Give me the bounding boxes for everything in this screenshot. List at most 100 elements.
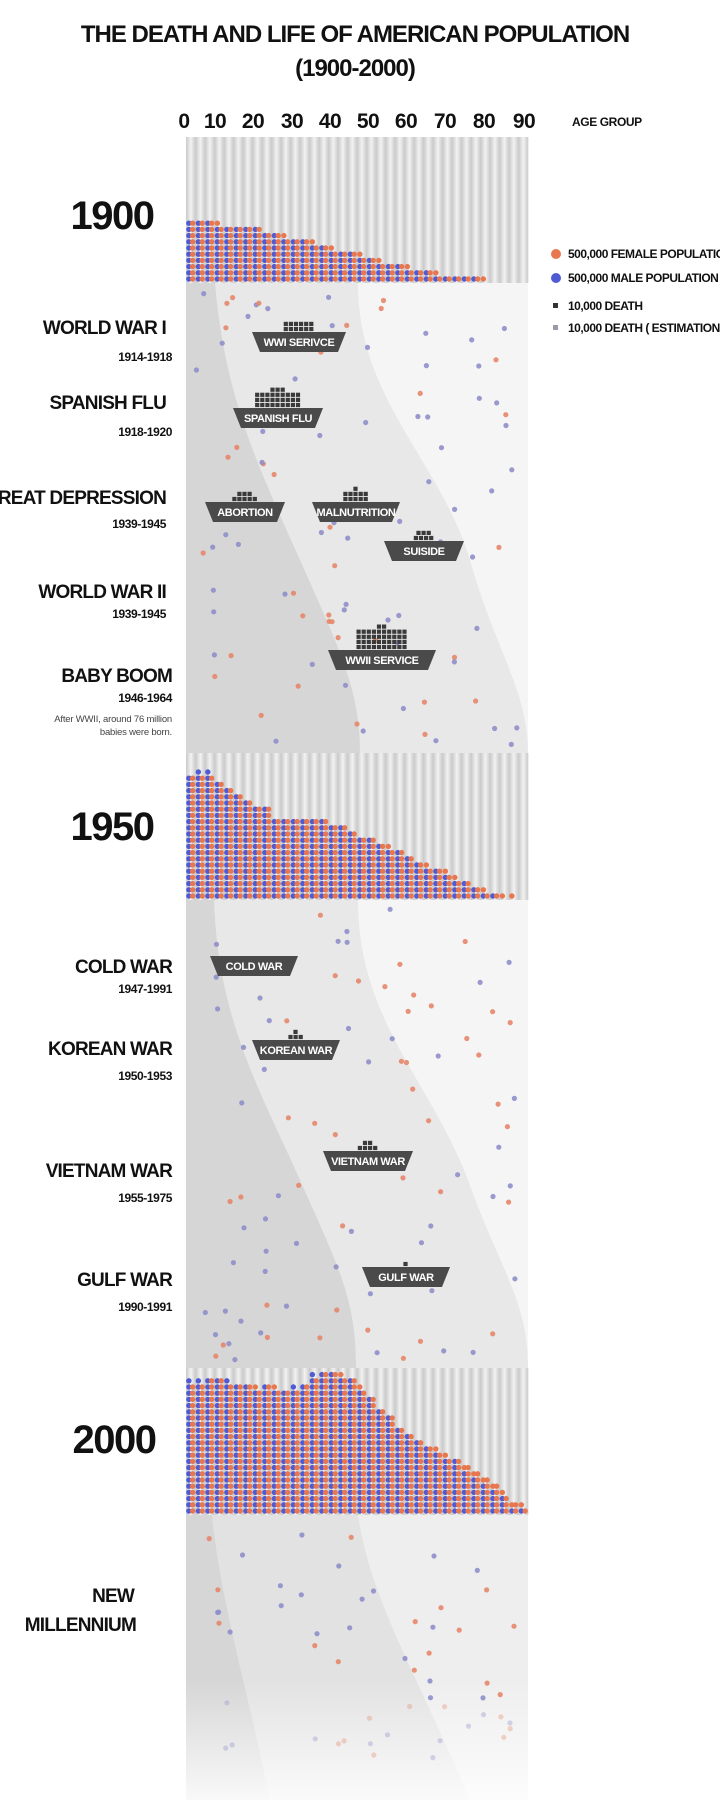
male-population-dot	[262, 251, 268, 257]
female-population-dot	[503, 1495, 509, 1502]
female-population-dot	[256, 887, 262, 893]
male-population-dot	[338, 270, 344, 276]
female-population-dot	[284, 868, 291, 874]
female-population-dot	[284, 831, 291, 837]
male-population-dot	[233, 270, 240, 276]
female-population-dot	[275, 1402, 281, 1409]
death-square	[387, 644, 392, 650]
male-population-dot	[243, 257, 249, 264]
female-population-dot	[208, 794, 215, 800]
male-population-dot	[452, 1502, 458, 1508]
male-population-dot	[300, 843, 306, 850]
male-population-dot	[309, 1371, 316, 1378]
male-population-dot	[319, 1440, 325, 1446]
male-population-dot	[214, 806, 221, 812]
female-population-dot	[370, 1495, 376, 1502]
male-population-dot	[195, 251, 202, 257]
death-square	[392, 644, 397, 650]
estimated-death-dot	[258, 712, 264, 719]
male-population-dot	[423, 868, 430, 874]
female-population-dot	[341, 1446, 348, 1452]
female-population-dot	[218, 825, 224, 831]
female-population-dot	[322, 1384, 329, 1390]
male-population-dot	[347, 276, 354, 282]
female-population-dot	[303, 893, 310, 899]
female-population-dot	[275, 862, 281, 868]
male-population-dot	[205, 1483, 211, 1489]
female-population-dot	[379, 874, 386, 881]
female-population-dot	[256, 880, 262, 887]
male-population-dot	[224, 1452, 230, 1458]
male-population-dot	[224, 239, 230, 245]
male-population-dot	[442, 1464, 449, 1471]
male-population-dot	[243, 1446, 249, 1452]
female-population-dot	[294, 1415, 300, 1421]
female-population-dot	[303, 1396, 310, 1403]
female-population-dot	[284, 856, 291, 862]
male-population-dot	[328, 1433, 335, 1440]
female-population-dot	[379, 856, 386, 862]
male-population-dot	[347, 1502, 354, 1508]
male-population-dot	[338, 868, 344, 874]
estimated-death-dot	[229, 1742, 235, 1748]
female-population-dot	[313, 270, 319, 276]
male-population-dot	[186, 1471, 192, 1477]
age-column-1900-25	[281, 137, 291, 283]
female-population-dot	[313, 887, 319, 893]
female-population-dot	[265, 1446, 272, 1452]
male-population-dot	[433, 1483, 439, 1489]
female-population-dot	[303, 1390, 310, 1396]
male-population-dot	[376, 1421, 382, 1427]
male-population-dot	[395, 880, 401, 887]
male-population-dot	[499, 1508, 506, 1514]
male-population-dot	[357, 1502, 363, 1508]
estimated-death-dot	[429, 1288, 435, 1294]
estimated-death-dot	[212, 673, 218, 680]
male-population-dot	[319, 1502, 325, 1508]
male-population-dot	[262, 843, 268, 850]
male-population-dot	[252, 245, 259, 251]
male-population-dot	[395, 1471, 401, 1477]
female-population-dot	[303, 831, 310, 837]
female-population-dot	[332, 1446, 338, 1452]
estimated-death-dot	[341, 1738, 347, 1744]
female-population-dot	[341, 1384, 348, 1390]
female-population-dot	[465, 1489, 471, 1496]
female-population-dot	[446, 1471, 452, 1477]
male-population-dot	[338, 880, 344, 887]
female-population-dot	[389, 1489, 395, 1496]
male-population-dot	[395, 1502, 401, 1508]
male-population-dot	[442, 1508, 449, 1514]
female-population-dot	[256, 1471, 262, 1477]
female-population-dot	[218, 781, 224, 788]
female-population-dot	[246, 856, 253, 862]
estimated-death-dot	[359, 1596, 365, 1602]
estimated-death-dot	[484, 1587, 490, 1593]
female-population-dot	[408, 880, 414, 887]
male-population-dot	[385, 270, 392, 276]
estimated-death-dot	[225, 454, 231, 460]
female-population-dot	[465, 893, 471, 899]
age-column-1900-7.5	[214, 137, 225, 283]
female-population-dot	[360, 263, 367, 270]
female-population-dot	[360, 1446, 367, 1452]
male-population-dot	[243, 276, 249, 282]
female-population-dot	[237, 1452, 243, 1458]
female-population-dot	[389, 1502, 395, 1508]
female-population-dot	[208, 849, 215, 856]
male-population-dot	[224, 1502, 230, 1508]
male-population-dot	[290, 862, 297, 868]
male-population-dot	[319, 831, 325, 837]
female-population-dot	[442, 868, 449, 874]
female-population-dot	[389, 1464, 395, 1471]
male-population-dot	[300, 251, 306, 257]
male-population-dot	[290, 837, 297, 843]
female-population-dot	[379, 893, 386, 899]
female-population-dot	[360, 1427, 367, 1434]
male-population-dot	[357, 1440, 363, 1446]
male-population-dot	[224, 270, 230, 276]
estimated-death-dot	[299, 1532, 305, 1538]
male-population-dot	[309, 831, 316, 837]
female-population-dot	[379, 1489, 386, 1496]
male-population-dot	[252, 862, 259, 868]
